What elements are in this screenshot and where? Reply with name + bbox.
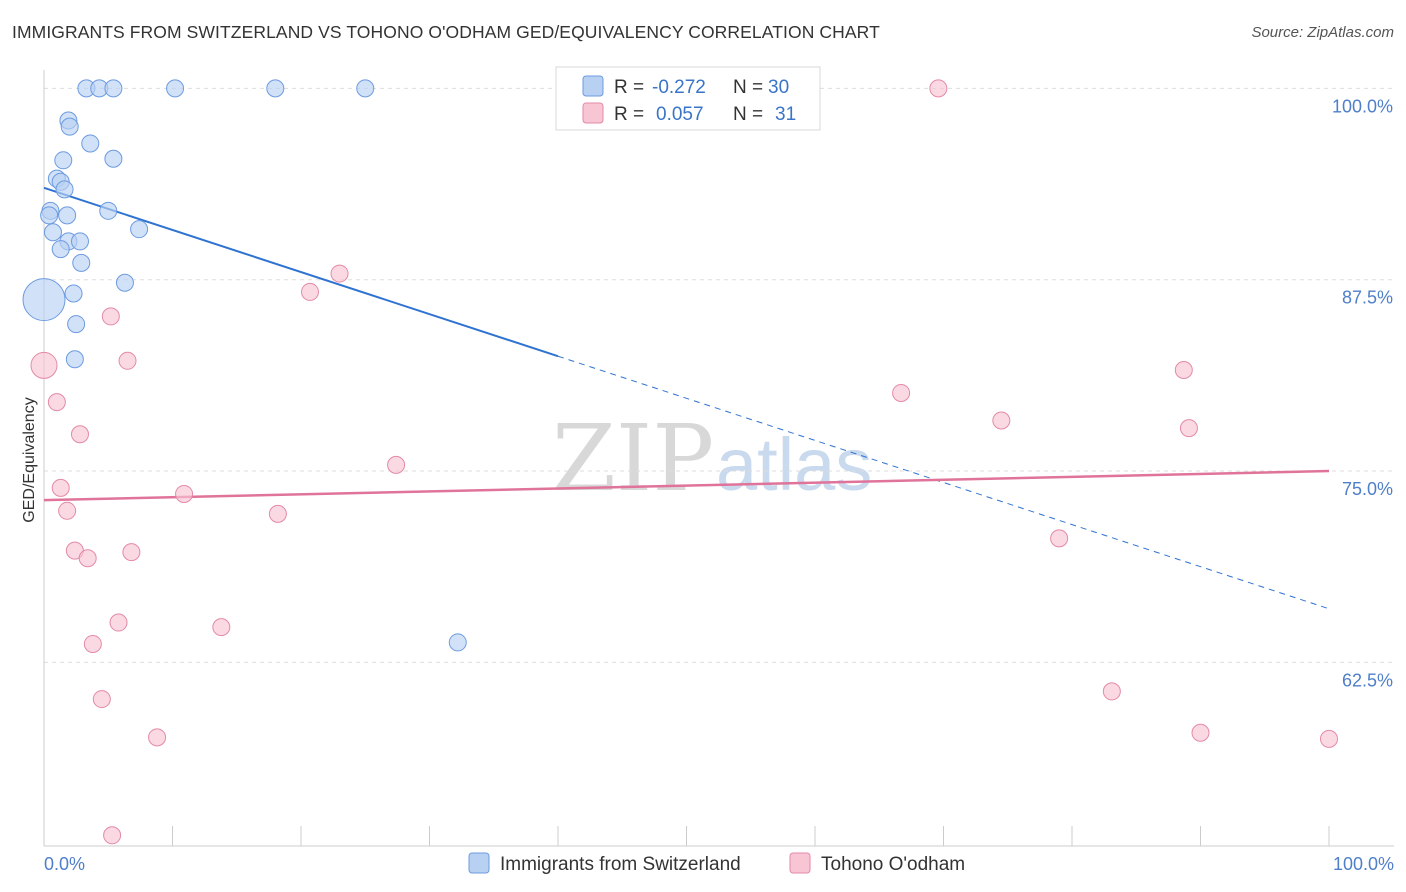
point-tohono bbox=[103, 826, 122, 845]
y-tick-label: 75.0% bbox=[1342, 479, 1393, 499]
point-tohono bbox=[992, 411, 1011, 430]
point-switzerland bbox=[22, 278, 66, 322]
point-tohono bbox=[268, 504, 287, 523]
point-switzerland bbox=[266, 79, 285, 98]
point-tohono bbox=[1050, 529, 1069, 548]
bottom-legend-swatch-blue bbox=[468, 852, 490, 874]
watermark: ZIP atlas bbox=[552, 405, 872, 512]
series-legend: Immigrants from Switzerland Tohono O'odh… bbox=[468, 852, 965, 875]
stats-legend: R = -0.272 N = 30 R = 0.057 N = 31 bbox=[555, 66, 821, 131]
point-switzerland bbox=[55, 180, 74, 199]
point-switzerland bbox=[115, 273, 134, 292]
legend-r-value-2: 0.057 bbox=[656, 104, 704, 125]
y-axis-title: GED/Equivalency bbox=[21, 397, 38, 522]
point-tohono bbox=[118, 351, 137, 370]
trend-line-switzerland-extrapolated bbox=[557, 355, 1330, 610]
legend-n-value-2: 31 bbox=[775, 104, 796, 125]
legend-swatch-blue bbox=[582, 75, 604, 97]
point-tohono bbox=[929, 79, 948, 98]
point-switzerland bbox=[104, 149, 123, 168]
point-tohono bbox=[1191, 723, 1210, 742]
legend-n-value-1: 30 bbox=[768, 77, 789, 98]
point-switzerland bbox=[43, 223, 62, 242]
data-points bbox=[22, 79, 1338, 845]
point-switzerland bbox=[81, 134, 100, 153]
point-tohono bbox=[30, 351, 58, 379]
legend-n-label-1: N = bbox=[733, 77, 763, 98]
watermark-zip: ZIP bbox=[552, 405, 714, 512]
point-tohono bbox=[1174, 360, 1193, 379]
point-switzerland bbox=[130, 220, 149, 239]
point-tohono bbox=[387, 455, 406, 474]
trend-line-switzerland bbox=[43, 186, 559, 358]
trend-line-tohono bbox=[43, 469, 1330, 502]
x-tick-label-max: 100.0% bbox=[1333, 854, 1394, 874]
point-switzerland bbox=[65, 350, 84, 369]
point-tohono bbox=[1179, 419, 1198, 438]
x-axis-ticks bbox=[43, 826, 1330, 846]
y-tick-label: 100.0% bbox=[1332, 96, 1393, 116]
point-tohono bbox=[330, 264, 349, 283]
point-switzerland bbox=[51, 240, 70, 259]
point-tohono bbox=[892, 383, 911, 402]
point-tohono bbox=[212, 618, 231, 637]
legend-swatch-pink bbox=[582, 102, 604, 124]
y-tick-label: 87.5% bbox=[1342, 288, 1393, 308]
point-switzerland bbox=[67, 315, 86, 334]
point-switzerland bbox=[356, 79, 375, 98]
point-switzerland bbox=[72, 253, 91, 272]
legend-r-label-1: R = bbox=[614, 77, 644, 98]
point-tohono bbox=[47, 393, 66, 412]
point-tohono bbox=[78, 549, 97, 568]
point-switzerland bbox=[448, 633, 467, 652]
gridlines bbox=[44, 87, 1394, 663]
point-tohono bbox=[175, 484, 194, 503]
point-tohono bbox=[300, 282, 319, 301]
point-switzerland bbox=[70, 232, 89, 251]
point-tohono bbox=[83, 634, 102, 653]
point-tohono bbox=[148, 728, 167, 747]
bottom-legend-swatch-pink bbox=[789, 852, 811, 874]
point-tohono bbox=[58, 501, 77, 520]
point-tohono bbox=[109, 613, 128, 632]
chart-title: IMMIGRANTS FROM SWITZERLAND VS TOHONO O'… bbox=[12, 22, 880, 42]
point-switzerland bbox=[60, 117, 79, 136]
point-tohono bbox=[1102, 682, 1121, 701]
point-switzerland bbox=[166, 79, 185, 98]
legend-r-value-1: -0.272 bbox=[652, 77, 706, 98]
point-switzerland bbox=[99, 201, 118, 220]
point-tohono bbox=[122, 543, 141, 562]
trend-lines bbox=[43, 186, 1330, 610]
bottom-legend-label-tohono: Tohono O'odham bbox=[821, 854, 965, 875]
point-tohono bbox=[70, 425, 89, 444]
watermark-atlas: atlas bbox=[716, 423, 872, 506]
point-switzerland bbox=[58, 206, 77, 225]
point-tohono bbox=[92, 690, 111, 709]
legend-r-label-2: R = bbox=[614, 104, 644, 125]
y-tick-label: 62.5% bbox=[1342, 670, 1393, 690]
x-tick-label-min: 0.0% bbox=[44, 854, 85, 874]
source-label: Source: ZipAtlas.com bbox=[1251, 24, 1394, 41]
y-tick-labels: 62.5% 75.0% 87.5% 100.0% bbox=[1332, 96, 1393, 690]
point-tohono bbox=[1320, 729, 1338, 748]
point-switzerland bbox=[64, 284, 83, 303]
point-switzerland bbox=[104, 79, 123, 98]
point-switzerland bbox=[54, 151, 73, 170]
point-switzerland bbox=[40, 206, 59, 225]
point-tohono bbox=[51, 478, 70, 497]
bottom-legend-label-switzerland: Immigrants from Switzerland bbox=[500, 854, 741, 875]
point-tohono bbox=[101, 307, 120, 326]
legend-n-label-2: N = bbox=[733, 104, 763, 125]
